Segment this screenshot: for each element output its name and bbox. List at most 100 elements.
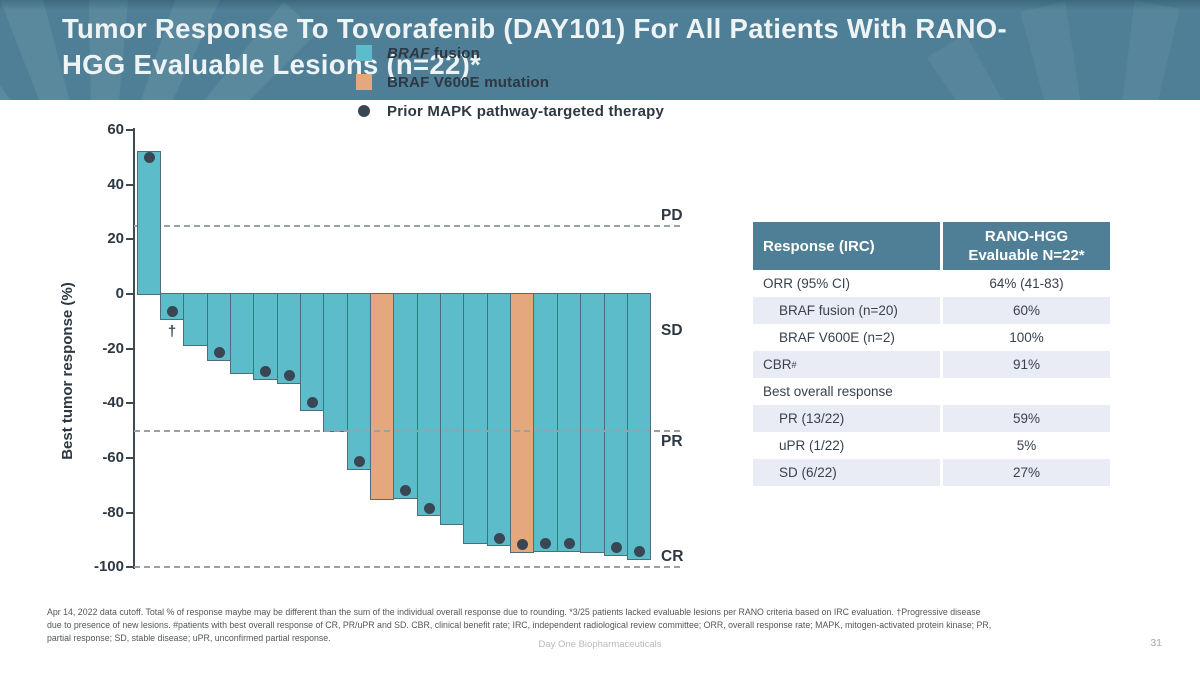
legend-item: Prior MAPK pathway-targeted therapy (356, 102, 664, 120)
response-bar (510, 293, 534, 553)
y-tick-label: -80 (102, 504, 124, 521)
braf-fusion-swatch (356, 45, 372, 61)
y-tick-label: -60 (102, 449, 124, 466)
zone-label-sd: SD (661, 322, 683, 339)
response-bar (277, 293, 301, 384)
table-cell-value: 27% (943, 459, 1110, 486)
y-tick-label: 60 (107, 121, 124, 138)
table-header-response: Response (IRC) (753, 222, 940, 270)
prior-mapk-dot (517, 539, 528, 550)
response-bar (230, 293, 254, 374)
y-axis-title: Best tumor response (%) (59, 282, 76, 460)
table-row: BRAF fusion (n=20) 60% (753, 297, 1110, 324)
page-title-line1: Tumor Response To Tovorafenib (DAY101) F… (62, 13, 1007, 44)
y-axis-line (133, 128, 135, 569)
table-cell-value: 5% (943, 432, 1110, 459)
prior-mapk-dot (214, 347, 225, 358)
threshold-line-pd (134, 225, 680, 227)
response-bar (183, 293, 208, 346)
prior-mapk-legend-dot (358, 105, 370, 117)
page-title: Tumor Response To Tovorafenib (DAY101) F… (62, 11, 1007, 83)
table-cell-value: 59% (943, 405, 1110, 432)
y-tick-mark (126, 293, 134, 295)
response-bar (440, 293, 464, 525)
table-row: BRAF V600E (n=2) 100% (753, 324, 1110, 351)
y-tick-label: -100 (93, 558, 124, 575)
legend-label: BRAF fusion (387, 44, 481, 62)
dagger-annotation: † (167, 323, 177, 340)
table-header-line: RANO-HGG (984, 228, 1069, 245)
response-table: Response (IRC) RANO-HGG Evaluable N=22* ORR… (753, 222, 1110, 486)
company-logo-text: Day One Biopharmaceuticals (538, 639, 662, 650)
footnote-line3: partial response; SD, stable disease; uP… (47, 633, 331, 643)
table-cell-value: 60% (943, 297, 1110, 324)
prior-mapk-dot (400, 485, 411, 496)
table-cell-label: BRAF V600E (n=2) (753, 324, 940, 351)
legend-label: BRAF V600E mutation (387, 73, 550, 91)
page-title-line2: HGG Evaluable Lesions (n=22)* (62, 49, 482, 80)
y-tick-mark (126, 457, 134, 459)
table-row: ORR (95% CI) 64% (41-83) (753, 270, 1110, 297)
threshold-line-cr (134, 566, 680, 568)
prior-mapk-dot (260, 366, 271, 377)
y-tick-mark (126, 402, 134, 404)
prior-mapk-dot (307, 397, 318, 408)
title-band: Tumor Response To Tovorafenib (DAY101) F… (0, 0, 1200, 100)
footnote: Apr 14, 2022 data cutoff. Total % of res… (47, 606, 1177, 645)
prior-mapk-dot (634, 546, 645, 557)
prior-mapk-dot (611, 542, 622, 553)
table-row: SD (6/22) 27% (753, 459, 1110, 486)
y-tick-label: 40 (107, 176, 124, 193)
table-cell-value (943, 378, 1110, 405)
response-bar (604, 293, 628, 556)
response-bar (487, 293, 511, 546)
footnote-line2: due to presence of new lesions. #patient… (47, 620, 992, 630)
prior-mapk-dot (494, 533, 505, 544)
zone-label-cr: CR (661, 548, 684, 565)
y-tick-mark (126, 184, 134, 186)
table-cell-value: 91% (943, 351, 1110, 378)
prior-mapk-dot (564, 538, 575, 549)
table-cell-label: CBR # (753, 351, 940, 378)
y-tick-mark (126, 566, 134, 568)
y-tick-mark (126, 129, 134, 131)
sunburst-ray (1020, 2, 1127, 100)
table-header-evaluable: RANO-HGG Evaluable N=22* (943, 222, 1110, 270)
response-bar (417, 293, 441, 516)
response-bar (323, 293, 348, 432)
table-cell-value: 100% (943, 324, 1110, 351)
threshold-line-pr (134, 430, 680, 432)
prior-mapk-dot (167, 306, 178, 317)
prior-mapk-dot (540, 538, 551, 549)
legend-item: BRAF V600E mutation (356, 73, 664, 91)
y-tick-label: -40 (102, 394, 124, 411)
sunburst-ray (1082, 1, 1179, 100)
y-tick-mark (126, 238, 134, 240)
chart-legend: BRAF fusion BRAF V600E mutation Prior MAPK… (356, 44, 664, 120)
table-header-line: Evaluable N=22* (968, 247, 1085, 264)
table-row: PR (13/22) 59% (753, 405, 1110, 432)
y-tick-label: 0 (115, 285, 124, 302)
table-row: CBR #91% (753, 351, 1110, 378)
table-cell-label: Best overall response (753, 378, 940, 405)
response-bar (393, 293, 418, 499)
legend-label: Prior MAPK pathway-targeted therapy (387, 102, 665, 120)
table-cell-value: 64% (41-83) (943, 270, 1110, 297)
table-cell-label: BRAF fusion (n=20) (753, 297, 940, 324)
prior-mapk-dot (354, 456, 365, 467)
braf-v600e-swatch (356, 74, 372, 90)
response-bar (627, 293, 651, 560)
response-bar (533, 293, 558, 552)
page-number: 31 (1150, 637, 1162, 649)
table-row: uPR (1/22) 5% (753, 432, 1110, 459)
response-bar (463, 293, 488, 544)
table-cell-label: SD (6/22) (753, 459, 940, 486)
zone-label-pr: PR (661, 433, 683, 450)
prior-mapk-dot (284, 370, 295, 381)
response-bar (370, 293, 394, 500)
table-cell-label: PR (13/22) (753, 405, 940, 432)
footnote-line1: Apr 14, 2022 data cutoff. Total % of res… (47, 607, 981, 617)
response-bar (137, 151, 161, 295)
prior-mapk-dot (144, 152, 155, 163)
